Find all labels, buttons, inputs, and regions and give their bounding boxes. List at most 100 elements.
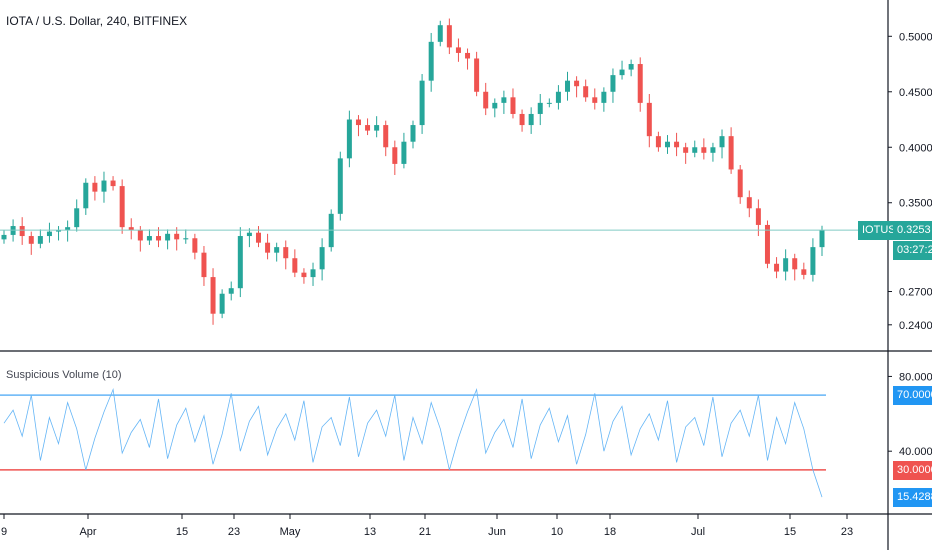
candle-body	[292, 258, 298, 273]
candle-body	[156, 236, 162, 241]
candle-body	[283, 247, 289, 259]
candle-body	[801, 269, 807, 275]
candle-body	[583, 86, 589, 98]
candle-body	[110, 180, 116, 187]
candle-body	[565, 80, 571, 92]
price-tick-label: 0.3500	[899, 198, 932, 210]
candle-body	[755, 208, 761, 225]
candle-body	[646, 102, 652, 137]
candle-body	[664, 141, 670, 148]
time-tick-label: 15	[784, 526, 796, 538]
candle-body	[719, 136, 725, 148]
time-tick-label: May	[280, 526, 301, 538]
candle-body	[146, 236, 152, 241]
candle-body	[610, 75, 616, 92]
candle-body	[528, 113, 534, 126]
candle-body	[383, 125, 389, 148]
candle-body	[165, 233, 171, 241]
candle-body	[728, 136, 734, 170]
price-tick-label: 0.4500	[899, 87, 932, 99]
candle-body	[101, 180, 107, 192]
candle-body	[46, 231, 52, 237]
candle-body	[83, 182, 89, 209]
candle-body	[819, 230, 825, 248]
candle-body	[183, 238, 189, 240]
indicator-title: Suspicious Volume (10)	[6, 369, 122, 381]
candle-body	[637, 64, 643, 103]
candle-body	[401, 141, 407, 164]
candle-body	[483, 91, 489, 109]
candle-body	[128, 227, 134, 231]
candle-body	[810, 247, 816, 275]
candle-body	[210, 277, 216, 314]
candle-body	[519, 113, 525, 126]
suspicious-volume-line	[3, 387, 823, 498]
candle-body	[792, 258, 798, 270]
candle-body	[410, 125, 416, 142]
candle-body	[374, 125, 380, 131]
countdown-badge: 03:27:28	[893, 241, 932, 261]
candle-body	[365, 125, 371, 131]
candle-body	[674, 141, 680, 148]
price-tick-label: 0.2400	[899, 320, 932, 332]
chart-title: IOTA / U.S. Dollar, 240, BITFINEX	[6, 14, 188, 28]
candle-body	[174, 233, 180, 240]
time-tick-label: 9	[1, 526, 7, 538]
candle-body	[446, 25, 452, 48]
last-price-badge: 0.3253	[893, 221, 932, 241]
price-tick-label: 0.2700	[899, 287, 932, 299]
candle-body	[37, 236, 43, 244]
candle-body	[319, 247, 325, 270]
candle-body	[65, 227, 71, 231]
candle-body	[455, 47, 461, 53]
candle-body	[737, 169, 743, 198]
candle-body	[74, 208, 80, 228]
candle-body	[19, 226, 25, 237]
candle-body	[310, 269, 316, 278]
candle-body	[683, 147, 689, 153]
price-tick-label: 0.5000	[899, 31, 932, 43]
candle-body	[255, 232, 261, 243]
candle-body	[628, 64, 634, 70]
time-tick-label: 13	[364, 526, 376, 538]
candle-body	[428, 41, 434, 81]
time-tick-label: 23	[841, 526, 853, 538]
time-tick-label: Jul	[691, 526, 705, 538]
time-tick-label: 23	[228, 526, 240, 538]
price-tick-label: 0.4000	[899, 142, 932, 154]
candle-body	[301, 272, 307, 278]
candle-body	[192, 238, 198, 253]
candle-body	[219, 293, 225, 314]
time-tick-label: 15	[176, 526, 188, 538]
time-tick-label: Apr	[79, 526, 96, 538]
candle-body	[392, 147, 398, 164]
candle-body	[337, 158, 343, 214]
candle-body	[465, 52, 471, 59]
time-tick-label: Jun	[488, 526, 506, 538]
candle-body	[510, 97, 516, 114]
time-tick-label: 21	[419, 526, 431, 538]
candle-body	[655, 136, 661, 148]
candle-body	[265, 242, 271, 253]
candle-body	[1, 234, 7, 240]
candle-body	[92, 182, 98, 192]
time-tick-label: 18	[604, 526, 616, 538]
candle-body	[437, 25, 443, 42]
candle-body	[246, 232, 252, 237]
candle-body	[474, 58, 480, 92]
candle-body	[346, 119, 352, 159]
candle-body	[501, 97, 507, 103]
candle-body	[783, 258, 789, 272]
candle-body	[237, 236, 243, 289]
candle-body	[274, 247, 280, 253]
candle-body	[601, 91, 607, 103]
candle-body	[119, 186, 125, 228]
indicator-last-badge: 15.4288	[893, 488, 932, 508]
candle-body	[492, 102, 498, 109]
candle-body	[592, 97, 598, 103]
